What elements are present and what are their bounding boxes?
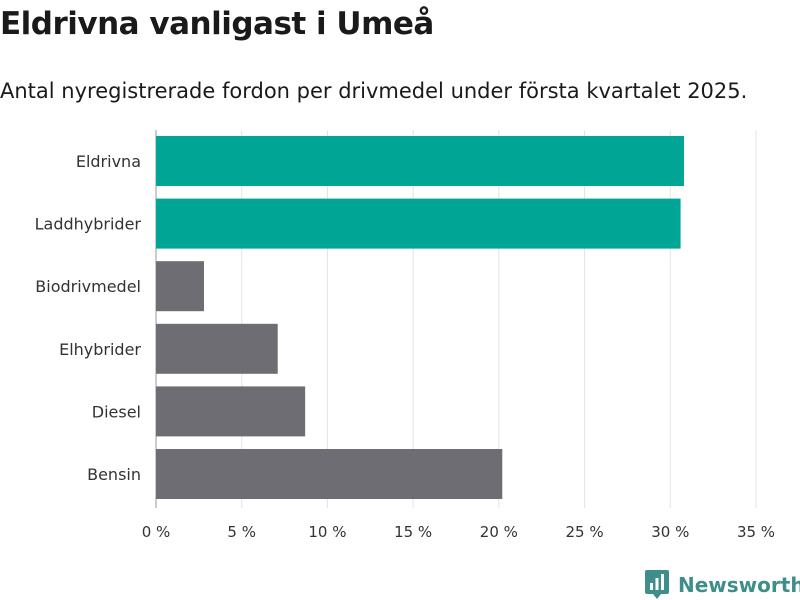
bar (156, 323, 278, 374)
bar (156, 136, 684, 186)
category-label: Biodrivmedel (35, 277, 141, 296)
x-tick-label: 35 % (737, 523, 775, 541)
newsworthy-logo-icon (645, 570, 669, 599)
category-label: Bensin (87, 465, 141, 484)
x-tick-label: 30 % (651, 523, 689, 541)
chart-title: Eldrivna vanligast i Umeå (0, 6, 434, 42)
x-tick-label: 10 % (308, 523, 346, 541)
bar (156, 386, 306, 437)
category-label: Eldrivna (76, 152, 141, 171)
chart-subtitle: Antal nyregistrerade fordon per drivmede… (0, 79, 748, 103)
x-tick-label: 5 % (227, 523, 256, 541)
brand-name: Newsworthy (678, 572, 800, 597)
bar (156, 261, 204, 312)
x-tick-label: 20 % (480, 523, 518, 541)
bar (156, 198, 681, 249)
category-label: Elhybrider (59, 340, 141, 359)
x-tick-label: 25 % (566, 523, 604, 541)
bar (156, 449, 503, 499)
brand-logo: Newsworthy (644, 569, 800, 600)
x-tick-label: 15 % (394, 523, 432, 541)
category-label: Laddhybrider (35, 215, 142, 234)
category-label: Diesel (92, 402, 141, 421)
x-tick-label: 0 % (142, 523, 171, 541)
